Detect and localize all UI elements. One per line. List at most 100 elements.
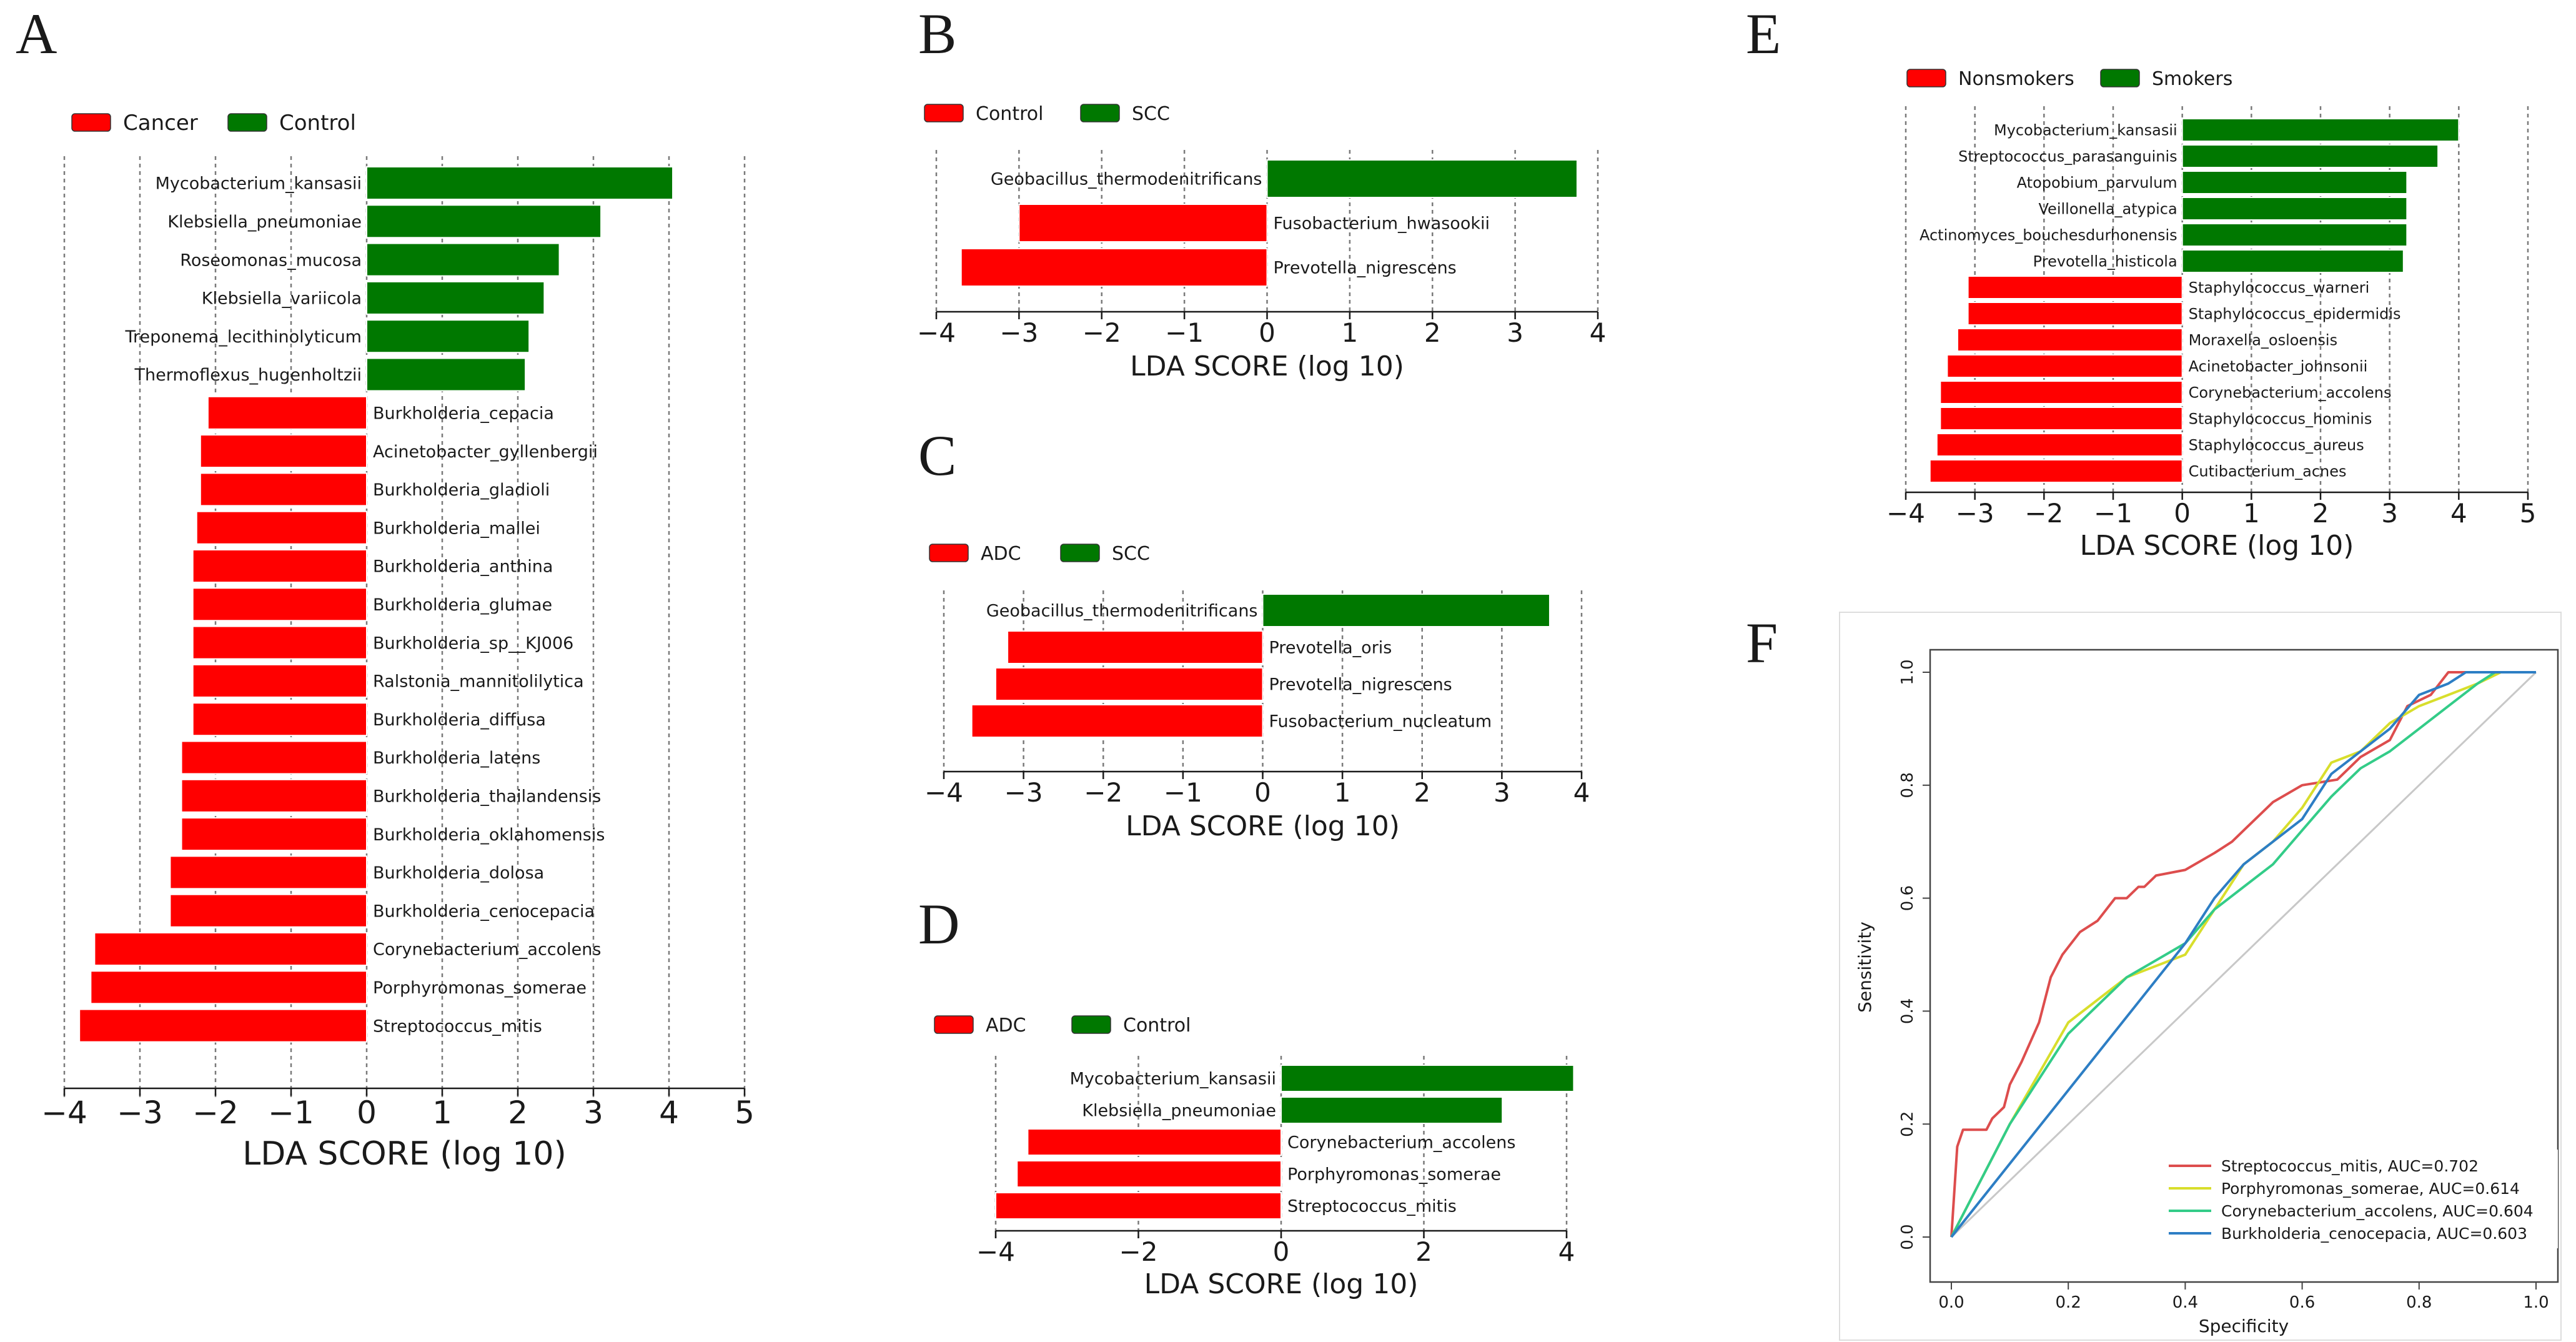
panel-a-bar-label: Burkholderia_sp__KJ006 (373, 634, 573, 653)
panel-d-bar (1281, 1065, 1575, 1092)
panel-f-x-tick-label: 0.4 (2172, 1293, 2198, 1312)
panel-a-x-tick-label: 3 (583, 1095, 603, 1131)
panel-e-x-tick-label: 2 (2312, 498, 2329, 529)
panel-a-bar-label: Burkholderia_latens (373, 748, 540, 768)
panel-f-roc-curve (1950, 671, 2536, 1238)
panel-a-x-tick-label: 0 (357, 1095, 377, 1131)
panel-c-bar-label: Prevotella_oris (1269, 639, 1392, 658)
panel-a-x-tick-label: −1 (268, 1095, 314, 1131)
panel-c-x-tick-label: −4 (924, 777, 963, 808)
panel-a-bar (207, 395, 367, 430)
panel-f-y-tick-label: 0.8 (1898, 772, 1917, 798)
panel-a-bar (366, 281, 545, 315)
panel-b-x-tick-label: −3 (999, 317, 1038, 348)
panel-letter-b: B (918, 2, 956, 66)
panel-a-bar-label: Roseomonas_mucosa (180, 251, 362, 270)
panel-d-bar-label: Streptococcus_mitis (1287, 1197, 1457, 1216)
panel-a-legend-label: Cancer (123, 111, 198, 136)
panel-c-bar (994, 667, 1264, 701)
panel-f-roc-curve (1950, 671, 2536, 1238)
panel-e-bar (2181, 171, 2408, 194)
panel-c-x-tick-label: 2 (1414, 777, 1430, 808)
panel-b-x-tick-label: 2 (1424, 317, 1441, 348)
panel-a-bar-label: Porphyromonas_somerae (373, 978, 587, 998)
panel-d-legend-label: ADC (986, 1015, 1026, 1036)
panel-b-x-tick-label: 3 (1507, 317, 1523, 348)
panel-e-bar (1929, 459, 2183, 483)
panel-e-bar-label: Staphylococcus_epidermidis (2189, 306, 2401, 323)
panel-d-bar (1027, 1128, 1282, 1156)
panel-a-bar-label: Corynebacterium_accolens (373, 940, 601, 960)
panel-f-frame (1839, 612, 2562, 1341)
panel-a-bar (366, 242, 560, 277)
panel-e-x-tick-label: 4 (2450, 498, 2467, 529)
panel-f-x-tick-label: 1.0 (2523, 1293, 2549, 1312)
panel-f-legend-box (2158, 1150, 2558, 1248)
panel-b-x-tick-label: 1 (1342, 317, 1359, 348)
panel-d-bar (1281, 1096, 1503, 1124)
panel-e-legend-label: Smokers (2152, 68, 2232, 90)
panel-c-legend-swatch (929, 544, 969, 562)
panel-b-x-tick-label: 4 (1590, 317, 1607, 348)
panel-f-y-tick-label: 1.0 (1898, 659, 1917, 685)
panel-c-bar-label: Prevotella_nigrescens (1269, 675, 1452, 695)
panel-e-bar-label: Corynebacterium_accolens (2189, 384, 2392, 402)
panel-b-bar-label: Fusobacterium_hwasookii (1274, 214, 1490, 234)
panel-letter-d: D (918, 892, 959, 956)
panel-a-bar-label: Burkholderia_gladioli (373, 480, 550, 500)
panel-a-x-axis-label: LDA SCORE (log 10) (242, 1135, 567, 1173)
panel-e-bar-label: Veillonella_atypica (2039, 201, 2177, 218)
panel-f-x-tick-label: 0.0 (1938, 1293, 1964, 1312)
panel-e-bar-label: Actinomyces_bouchesdurhonensis (1920, 227, 2177, 244)
panel-a-bar (366, 319, 530, 354)
panel-e-bar-label: Cutibacterium_acnes (2189, 463, 2347, 480)
panel-e-x-tick-label: 3 (2381, 498, 2398, 529)
panel-e-legend-swatch (1906, 69, 1946, 87)
panel-d-x-tick-label: 4 (1558, 1236, 1575, 1267)
panel-b-bar-label: Prevotella_nigrescens (1274, 259, 1457, 278)
panel-e-bar-label: Staphylococcus_aureus (2189, 437, 2364, 454)
panel-a-bar-label: Burkholderia_mallei (373, 519, 540, 538)
panel-a-x-tick-label: −4 (41, 1095, 87, 1131)
panel-a-bar-label: Burkholderia_thailandensis (373, 787, 601, 807)
panel-e-bar (2181, 118, 2460, 142)
panel-a-bar (192, 625, 367, 660)
panel-a-bar (181, 817, 367, 852)
panel-e-bar (2181, 223, 2408, 247)
panel-e-bar (2181, 144, 2439, 168)
panel-f-legend-label: Porphyromonas_somerae, AUC=0.614 (2221, 1180, 2520, 1198)
panel-e-bar (1939, 407, 2183, 430)
panel-c-bar (1262, 594, 1550, 627)
panel-a-bar (90, 970, 367, 1005)
panel-a-bar-label: Burkholderia_cepacia (373, 404, 554, 424)
panel-e-bar (1936, 433, 2183, 457)
panel-f-y-tick-label: 0.0 (1898, 1224, 1917, 1250)
panel-c-x-tick-label: 0 (1254, 777, 1271, 808)
panel-f-legend-label: Streptococcus_mitis, AUC=0.702 (2221, 1157, 2479, 1175)
panel-e-bar (2181, 249, 2404, 273)
panel-b-legend-swatch (924, 104, 964, 122)
panel-e-x-tick-label: 1 (2243, 498, 2260, 529)
panel-c-x-tick-label: 1 (1334, 777, 1351, 808)
panel-a-bar (366, 357, 527, 392)
panel-e-bar-label: Staphylococcus_hominis (2189, 410, 2372, 428)
panel-a-bar (169, 855, 367, 890)
panel-a-x-tick-label: 5 (735, 1095, 755, 1131)
panel-d-bar (995, 1192, 1282, 1220)
panel-e-legend-swatch (2100, 69, 2140, 87)
panel-c-legend-label: ADC (981, 543, 1021, 565)
panel-e-bar (2181, 197, 2408, 221)
panel-f-y-axis-label: Sensitivity (1855, 922, 1875, 1013)
panel-e-legend-label: Nonsmokers (1958, 68, 2074, 90)
panel-letter-c: C (918, 424, 956, 487)
panel-b-x-tick-label: 0 (1259, 317, 1276, 348)
panel-a-bar (192, 664, 367, 698)
panel-a-bar (366, 166, 674, 200)
panel-b-bar (1266, 159, 1578, 198)
panel-b-legend-swatch (1080, 104, 1120, 122)
panel-a-bar-label: Mycobacterium_kansasii (156, 174, 362, 194)
panel-d-bar-label: Mycobacterium_kansasii (1070, 1070, 1276, 1089)
panel-e-bar-label: Prevotella_histicola (2033, 253, 2177, 271)
panel-f-plot-box (1929, 649, 2559, 1283)
